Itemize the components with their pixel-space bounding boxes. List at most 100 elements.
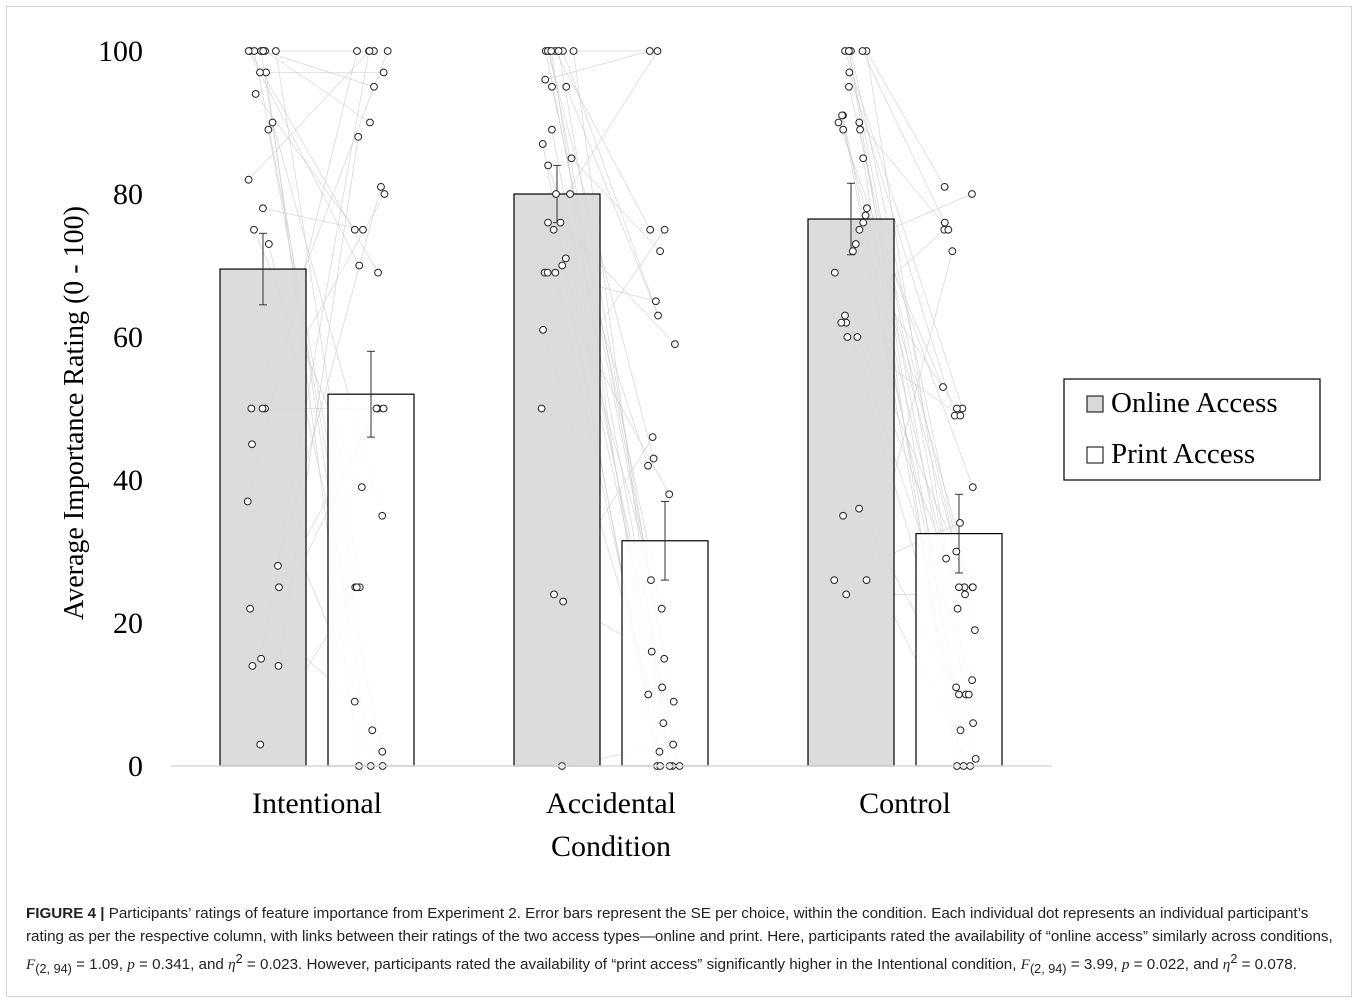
caption-text: = 0.022, and — [1129, 956, 1223, 974]
participant-dot — [863, 204, 871, 213]
participant-dot — [859, 218, 868, 227]
participant-dot — [547, 47, 556, 55]
participant-link — [262, 207, 364, 231]
participant-dot — [544, 218, 552, 227]
participant-link — [858, 122, 949, 230]
figure-label: FIGURE 4 | — [26, 905, 105, 922]
participant-dot — [544, 161, 553, 170]
participant-dot — [365, 47, 374, 55]
participant-link — [862, 50, 946, 223]
caption-text: = 1.09, — [71, 956, 128, 974]
participant-link — [571, 158, 661, 252]
legend-swatch-online — [1086, 395, 1104, 413]
stat-f-symbol: F — [1020, 956, 1030, 974]
participant-dot — [968, 676, 977, 685]
participant-dot — [942, 554, 950, 563]
participant-dot — [256, 68, 264, 77]
participant-dot — [841, 311, 849, 320]
x-tick-label: Accidental — [546, 787, 676, 820]
participant-dot — [858, 47, 867, 55]
participant-link — [551, 86, 663, 609]
x-axis-label: Condition — [551, 830, 671, 863]
participant-dot — [550, 590, 558, 599]
participant-dot — [646, 225, 655, 234]
participant-dot — [660, 225, 669, 234]
participant-dot — [830, 268, 839, 277]
bars — [219, 193, 1003, 767]
participant-dot — [648, 433, 657, 442]
participant-dot — [244, 175, 253, 184]
legend-swatch-print — [1086, 446, 1104, 464]
y-tick-label: 100 — [98, 35, 143, 68]
participant-dot — [956, 519, 964, 527]
participant-dot — [538, 140, 547, 148]
participant-dot — [862, 576, 871, 584]
participant-dot — [649, 454, 658, 463]
participant-dot — [670, 340, 679, 349]
participant-link — [554, 50, 651, 230]
participant-dot — [379, 404, 388, 413]
participant-dot — [246, 604, 255, 613]
participant-dot — [645, 47, 654, 55]
participant-link — [848, 50, 947, 559]
participant-dot — [940, 182, 949, 191]
participant-dot — [953, 604, 962, 613]
participant-link — [249, 50, 379, 273]
participant-dot — [657, 604, 666, 613]
participant-dot — [548, 82, 556, 91]
participant-dot — [834, 118, 843, 127]
participant-dot — [839, 511, 847, 520]
participant-link — [838, 122, 974, 488]
participant-dot — [370, 82, 378, 91]
figure-caption: FIGURE 4 | Participants’ ratings of feat… — [26, 903, 1348, 981]
participant-dot — [658, 683, 666, 692]
participant-dot — [368, 726, 377, 735]
participant-dot — [248, 662, 257, 670]
participant-dot — [653, 47, 662, 55]
participant-dot — [839, 125, 848, 134]
stat-f-symbol: F — [26, 956, 36, 974]
participant-dot — [651, 297, 660, 306]
participant-dot — [952, 683, 961, 692]
participant-dot — [848, 247, 857, 256]
caption-text: = 0.341, and — [134, 956, 229, 974]
y-tick-label: 80 — [113, 178, 143, 211]
participant-dot — [956, 411, 965, 420]
participant-dot — [669, 697, 678, 706]
participant-dot — [274, 561, 282, 570]
participant-dot — [842, 590, 851, 599]
legend-label-online: Online Access — [1111, 387, 1278, 419]
participant-dot — [971, 754, 980, 763]
participant-link — [866, 50, 945, 188]
participant-dot — [970, 626, 979, 635]
participant-dot — [268, 118, 277, 127]
participant-dot — [259, 204, 267, 213]
participant-dot — [383, 47, 392, 55]
participant-dot — [964, 690, 973, 699]
participant-dot — [372, 404, 381, 413]
participant-dot — [359, 225, 367, 234]
participant-dot — [247, 404, 256, 413]
participant-dot — [350, 225, 359, 234]
participant-dot — [830, 576, 839, 584]
participant-dot — [961, 590, 969, 599]
participant-dot — [275, 583, 283, 592]
participant-dot — [551, 268, 560, 277]
participant-dot — [845, 68, 854, 77]
participant-dot — [378, 511, 387, 520]
bar-print-access-intentional — [327, 393, 415, 767]
legend-label-print: Print Access — [1111, 438, 1255, 470]
participant-dot — [567, 154, 576, 163]
caption-text: = 0.023. However, participants rated the… — [242, 956, 1021, 974]
participant-dot — [250, 225, 258, 234]
participant-dot — [948, 247, 957, 256]
participant-dot — [257, 654, 266, 663]
participant-dot — [562, 82, 571, 91]
x-tick-label: Intentional — [252, 787, 382, 820]
participant-dot — [258, 404, 267, 413]
participant-dot — [552, 190, 560, 198]
participant-dot — [248, 440, 256, 449]
participant-dot — [851, 240, 860, 248]
participant-dot — [256, 740, 265, 749]
legend: Online Access Print Access — [1063, 378, 1321, 481]
